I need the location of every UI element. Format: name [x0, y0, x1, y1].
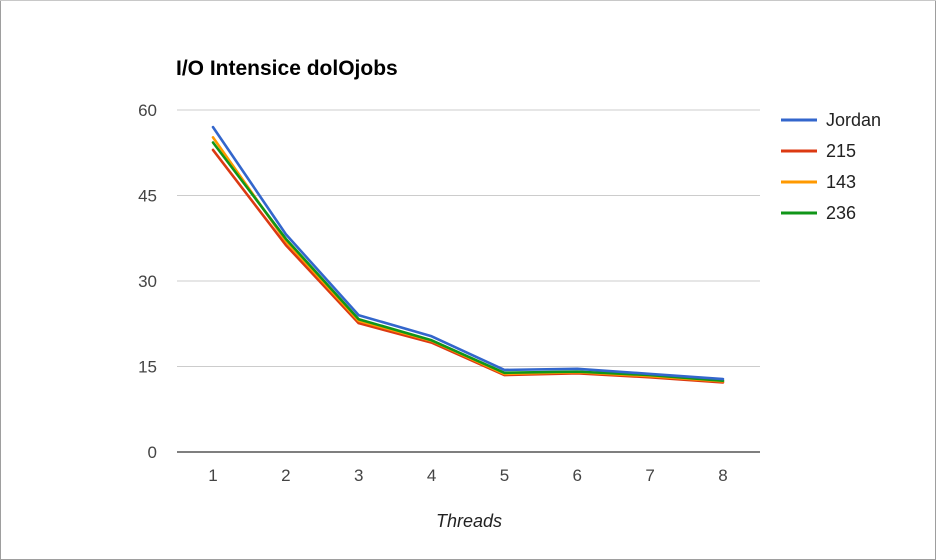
x-axis-ticks: 1 2 3 4 5 6 7 8: [208, 466, 727, 485]
x-tick-label: 7: [645, 466, 654, 485]
series-line-236: [211, 141, 725, 383]
y-tick-label: 60: [138, 101, 157, 120]
chart-title: I/O Intensice dolOjobs: [176, 57, 398, 80]
y-tick-label: 0: [148, 443, 157, 462]
x-tick-label: 8: [718, 466, 727, 485]
legend-item: Jordan: [781, 110, 881, 130]
x-tick-label: 5: [500, 466, 509, 485]
legend-item: 236: [781, 203, 856, 223]
y-tick-label: 30: [138, 272, 157, 291]
legend-label: Jordan: [826, 110, 881, 130]
y-tick-label: 45: [138, 187, 157, 206]
x-tick-label: 3: [354, 466, 363, 485]
legend-item: 143: [781, 172, 856, 192]
series-line-jordan: [211, 125, 725, 381]
top-border: [0, 0, 936, 1]
gridlines: [177, 109, 760, 453]
series-lines: [211, 125, 725, 384]
legend-label: 143: [826, 172, 856, 192]
y-tick-label: 15: [138, 358, 157, 377]
legend-label: 215: [826, 141, 856, 161]
series-line-215: [211, 148, 725, 384]
legend-label: 236: [826, 203, 856, 223]
y-axis-ticks: 0 15 30 45 60: [138, 101, 157, 462]
series-line-143: [211, 136, 725, 383]
x-tick-label: 4: [427, 466, 436, 485]
x-tick-label: 2: [281, 466, 290, 485]
legend: Jordan 215 143 236: [781, 110, 881, 223]
x-axis-label: Threads: [436, 511, 502, 531]
legend-item: 215: [781, 141, 856, 161]
x-tick-label: 6: [573, 466, 582, 485]
x-tick-label: 1: [208, 466, 217, 485]
